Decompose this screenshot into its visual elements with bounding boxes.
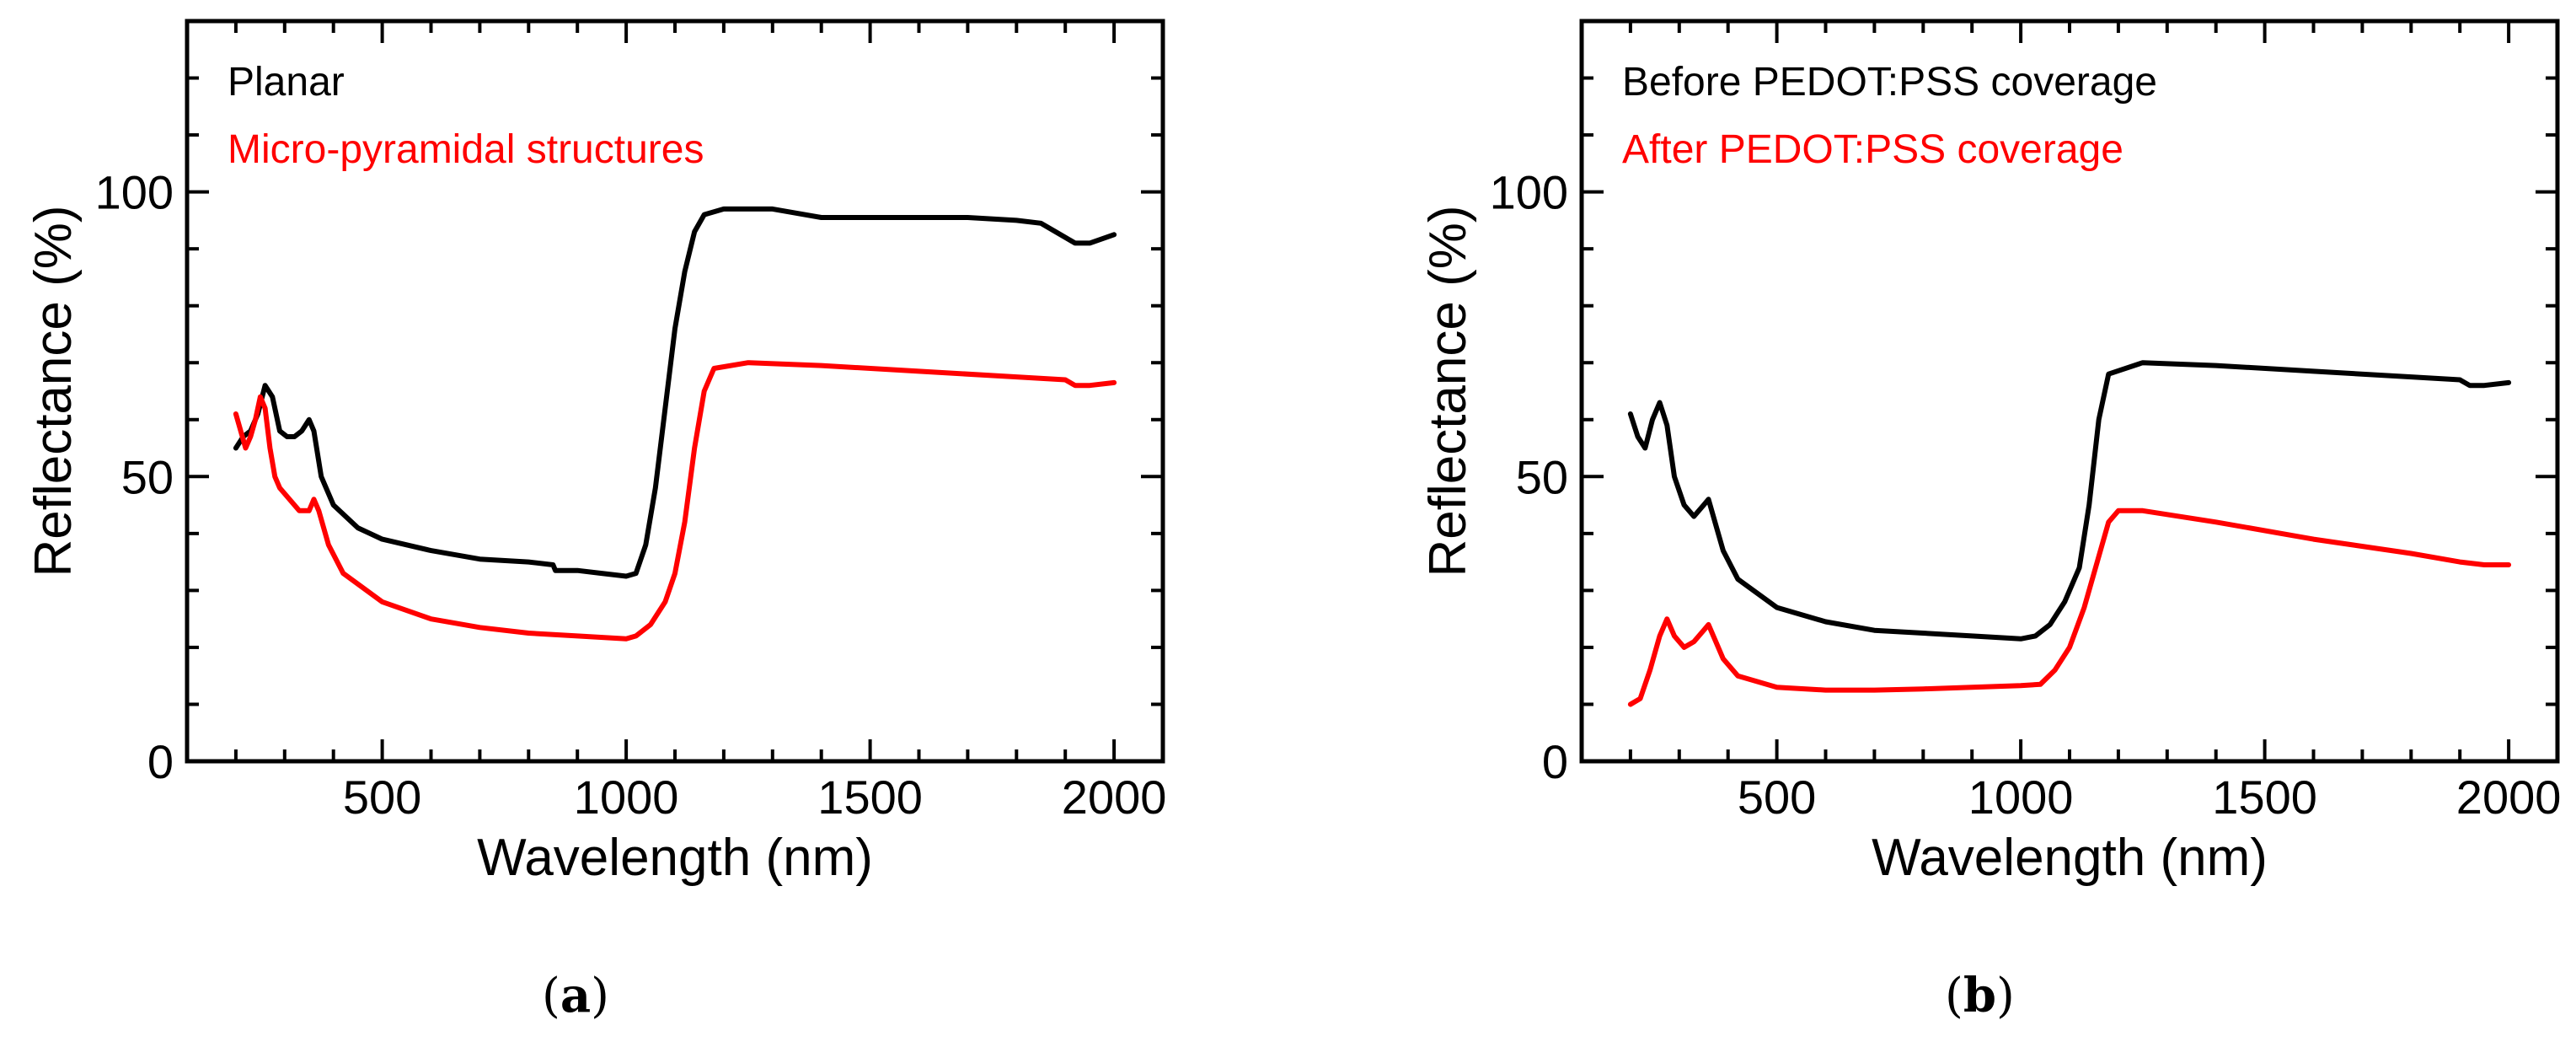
panel-a-plot: 500 1000 1500 2000 0 50 100 Wavelength (nm) Refl… [24,19,1167,887]
panel-b-y-tick-label: 100 [1490,166,1568,219]
panel-a-caption-open: ( [542,969,560,1023]
panel-b-series-2-line [1627,508,2512,707]
panel-a-y-axis-label: Reflectance (%) [24,205,83,577]
panel-a-x-tick-label: 500 [343,771,421,824]
panel-a-series-2-line [233,360,1117,642]
panel-a-x-tick-label: 2000 [1062,771,1167,824]
panel-b-x-tick-label: 2000 [2456,771,2562,824]
panel-a-x-tick-label: 1500 [817,771,923,824]
panel-a-y-tick-label: 50 [121,450,174,503]
panel-a-legend-entry-1: Planar [228,60,345,105]
panel-a-caption-letter: a [560,968,592,1023]
panel-b-legend-entry-1: Before PEDOT:PSS coverage [1622,60,2157,105]
panel-b-y-tick-label: 0 [1542,735,1568,788]
panel-a-caption-close: ) [591,969,610,1023]
panel-b-x-axis-label: Wavelength (nm) [1872,829,2268,887]
panel-b-caption: (b) [1945,968,2015,1023]
panel-b-x-tick-label: 500 [1738,771,1816,824]
panel-b-caption-letter: b [1963,968,1997,1023]
panel-b-x-tick-label: 1000 [1968,771,2074,824]
panel-b-plot: 500 1000 1500 2000 0 50 100 Wavelength (nm) Refl… [1419,19,2562,887]
panel-b-y-axis-label: Reflectance (%) [1419,205,1477,577]
panel-b-caption-close: ) [1996,969,2015,1023]
panel-a-y-tick-label: 100 [95,166,174,219]
panel-b-x-tick-label: 1500 [2212,771,2317,824]
panel-b-y-tick-label: 50 [1516,450,1568,503]
panel-b-legend-entry-2: After PEDOT:PSS coverage [1622,127,2123,172]
panel-a-x-tick-label: 1000 [574,771,679,824]
panel-b-caption-open: ( [1945,969,1963,1023]
panel-a-series-1-line [233,206,1117,579]
panel-a-legend-entry-2: Micro-pyramidal structures [228,127,704,172]
panel-b-series-1-line [1627,360,2512,642]
panel-a-y-tick-label: 0 [147,735,174,788]
panel-a-caption: (a) [542,968,609,1023]
panel-a-x-axis-label: Wavelength (nm) [477,829,873,887]
